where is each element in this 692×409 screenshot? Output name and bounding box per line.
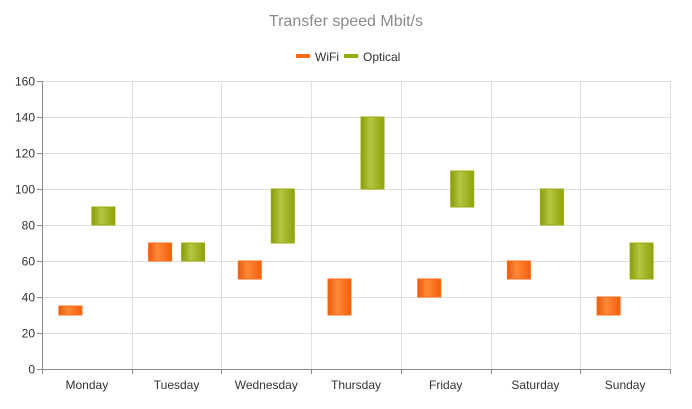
bar-wifi-friday[interactable] <box>417 278 442 298</box>
x-tick-label: Wednesday <box>235 378 298 392</box>
x-tick-label: Thursday <box>331 378 381 392</box>
y-tick-label: 0 <box>28 363 35 377</box>
legend: WiFi Optical <box>296 50 400 64</box>
legend-label: WiFi <box>315 50 339 64</box>
bar-optical-thursday[interactable] <box>360 116 385 190</box>
bar-optical-sunday[interactable] <box>629 242 654 280</box>
x-tick-label: Tuesday <box>154 378 200 392</box>
legend-item-wifi[interactable]: WiFi <box>296 50 339 64</box>
x-tick-label: Friday <box>429 378 462 392</box>
y-tick-label: 80 <box>22 219 36 233</box>
y-axis: 0 20 40 60 80 100 120 140 160 <box>15 75 43 377</box>
legend-swatch <box>296 54 310 58</box>
x-axis: Monday Tuesday Wednesday Thursday Friday Satu… <box>37 369 671 392</box>
y-tick-label: 40 <box>22 291 36 305</box>
y-tick-label: 20 <box>22 327 36 341</box>
legend-label: Optical <box>363 50 400 64</box>
bar-wifi-thursday[interactable] <box>327 278 352 316</box>
bar-wifi-monday[interactable] <box>58 305 83 316</box>
bar-wifi-tuesday[interactable] <box>148 242 173 262</box>
x-tick-label: Monday <box>66 378 109 392</box>
bar-wifi-wednesday[interactable] <box>237 260 262 280</box>
legend-swatch <box>344 54 358 58</box>
bar-optical-tuesday[interactable] <box>181 242 206 262</box>
grid <box>42 81 671 369</box>
chart-title: Transfer speed Mbit/s <box>269 13 423 30</box>
y-tick-label: 60 <box>22 255 36 269</box>
y-tick-label: 120 <box>15 147 35 161</box>
x-tick-label: Sunday <box>605 378 646 392</box>
data-bars <box>58 116 654 316</box>
bar-optical-friday[interactable] <box>450 170 475 208</box>
bar-wifi-sunday[interactable] <box>596 296 621 316</box>
legend-item-optical[interactable]: Optical <box>344 50 400 64</box>
bar-optical-monday[interactable] <box>91 206 116 226</box>
bar-optical-saturday[interactable] <box>539 188 564 226</box>
y-tick-label: 160 <box>15 75 35 89</box>
y-tick-label: 140 <box>15 111 35 125</box>
x-tick-label: Saturday <box>511 378 559 392</box>
bar-optical-wednesday[interactable] <box>270 188 295 244</box>
y-tick-label: 100 <box>15 183 35 197</box>
bar-wifi-saturday[interactable] <box>506 260 531 280</box>
